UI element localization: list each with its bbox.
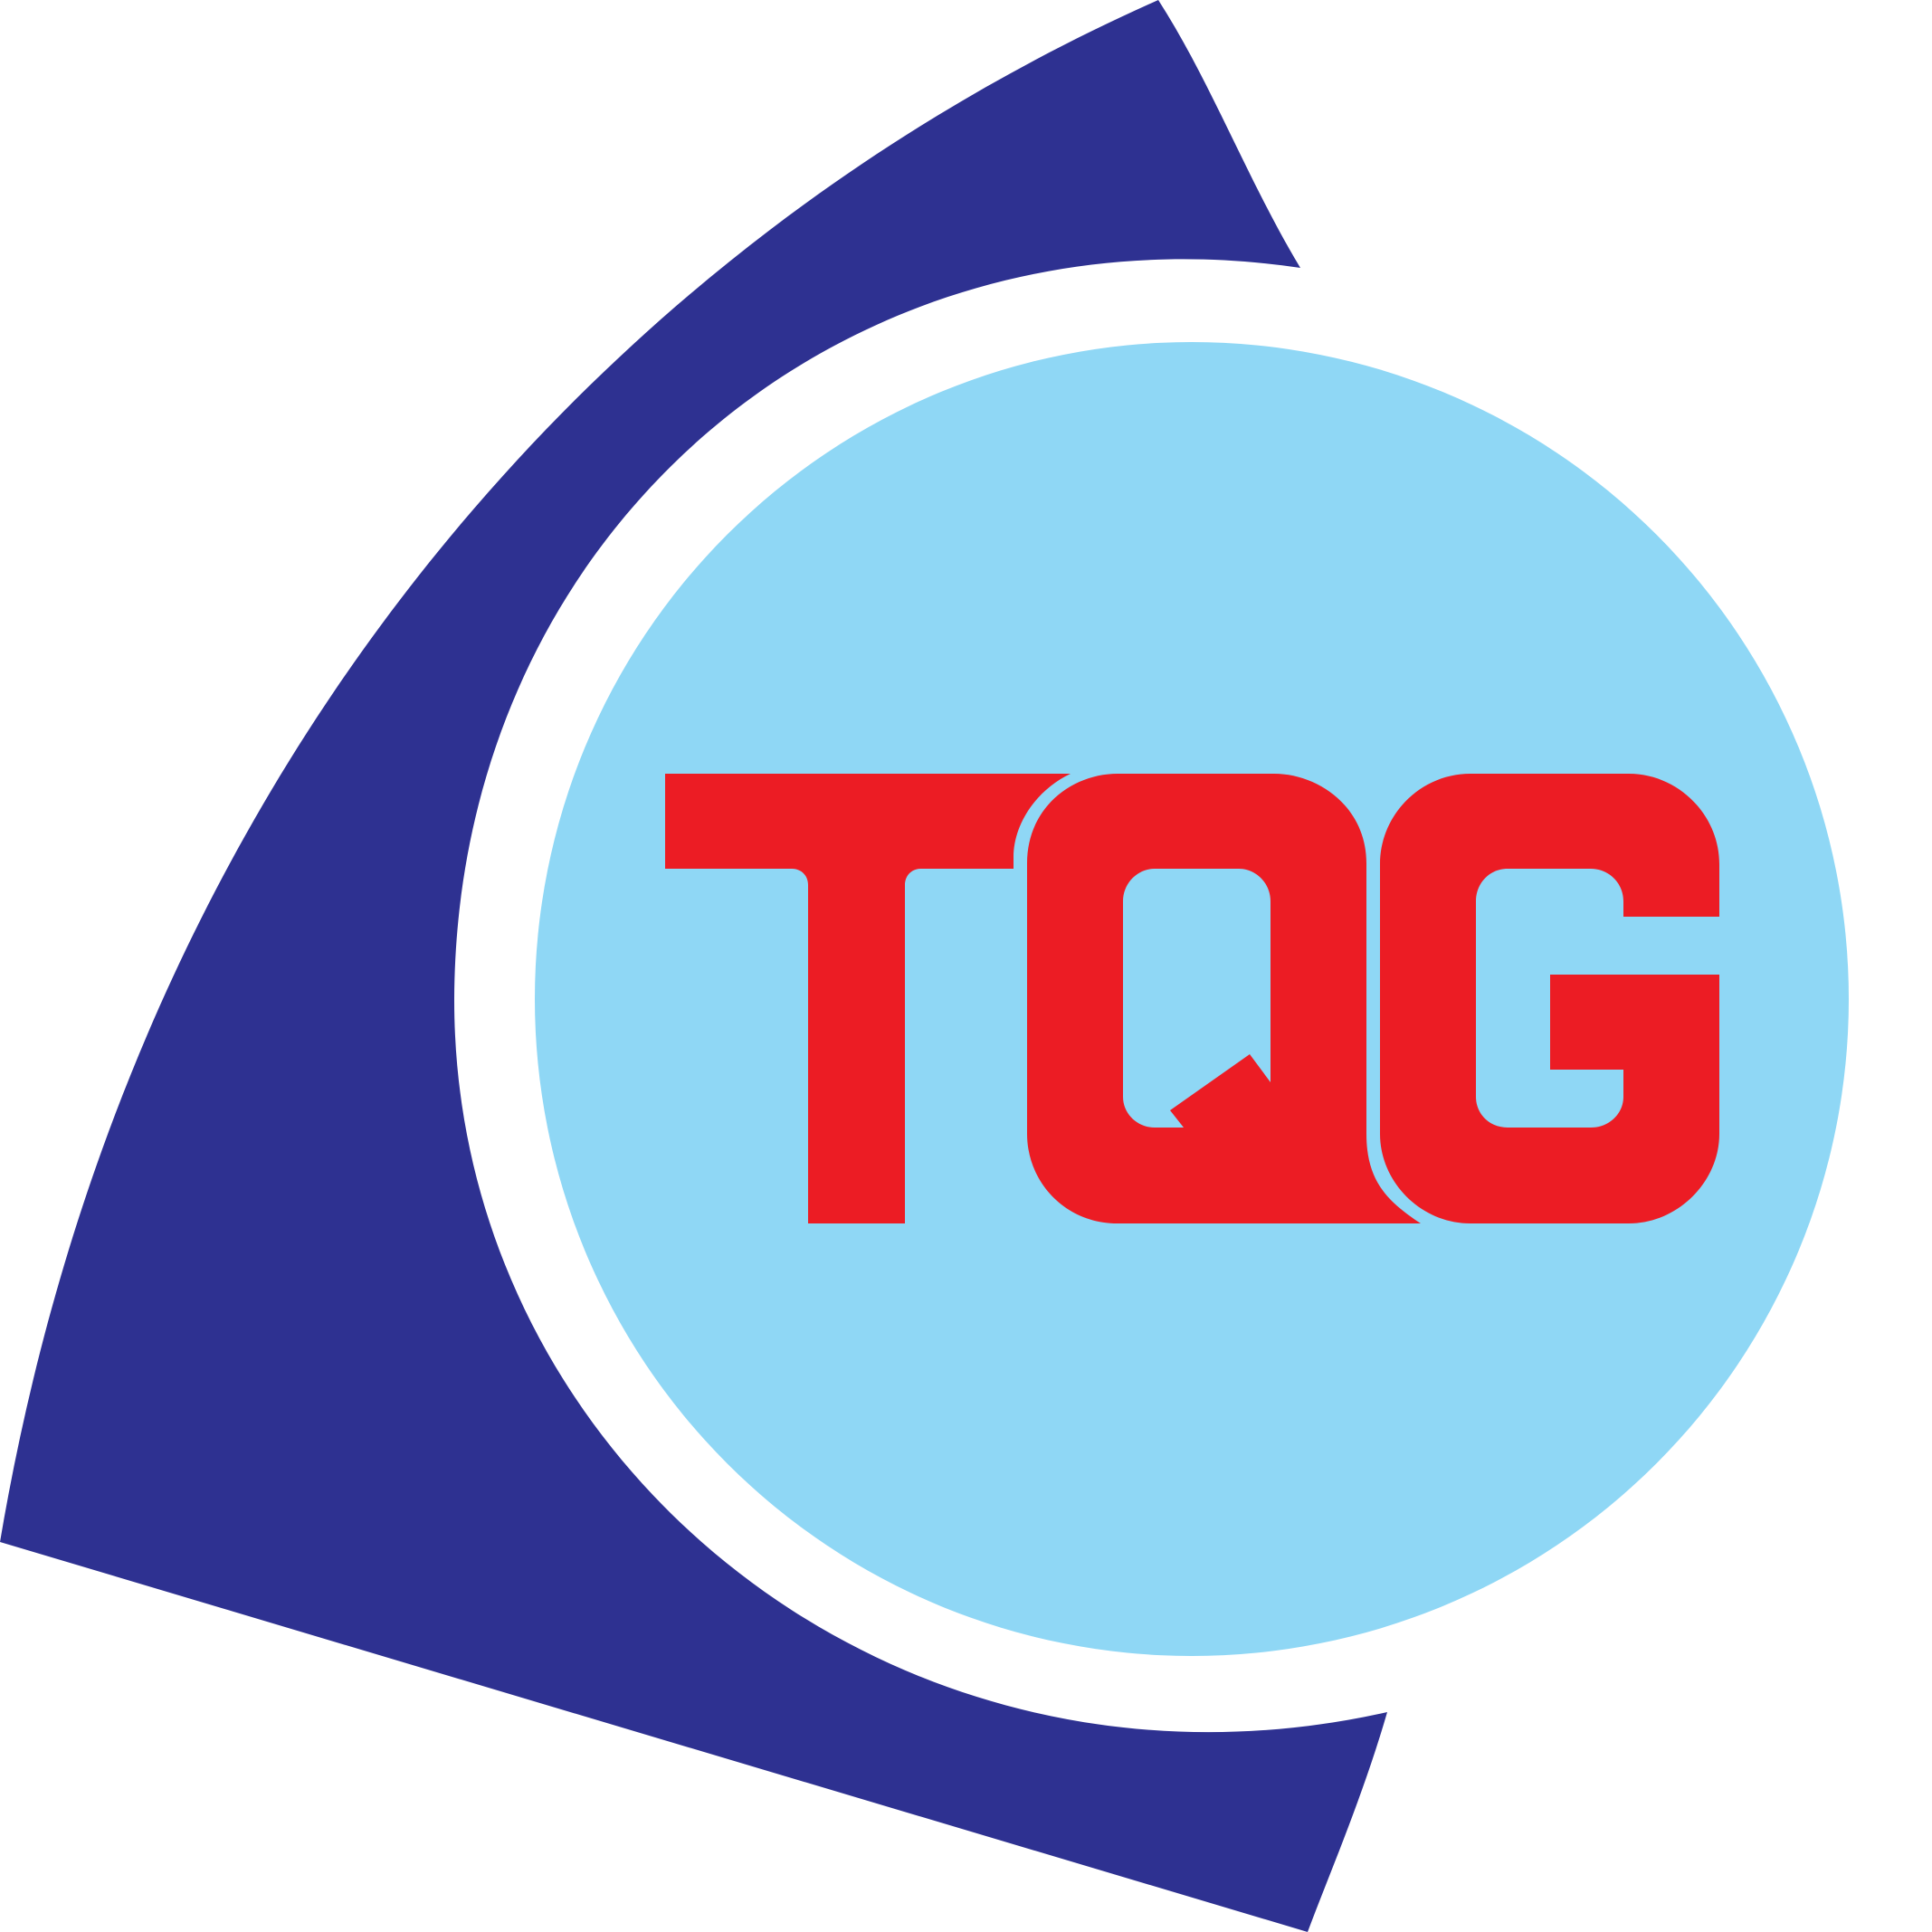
- letter-g: [1380, 774, 1719, 1223]
- sail-shape: [0, 0, 1387, 1932]
- inner-circle: [535, 342, 1849, 1656]
- letter-q: [1027, 774, 1421, 1223]
- letter-t: [665, 774, 1071, 1223]
